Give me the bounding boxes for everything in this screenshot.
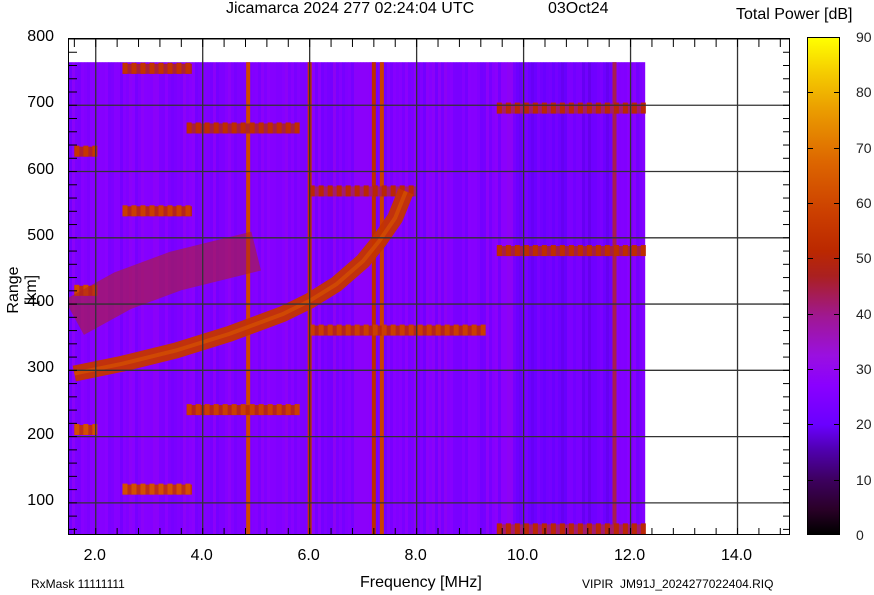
colorbar-tick-label: 90 xyxy=(856,29,872,45)
y-tick-label: 800 xyxy=(27,28,54,45)
colorbar-tick-label: 50 xyxy=(856,250,872,267)
colorbar xyxy=(807,37,840,535)
colorbar-tick-mark xyxy=(834,147,840,149)
y-tick-label: 600 xyxy=(27,160,54,178)
colorbar-tick-mark xyxy=(807,147,813,149)
y-tick-label: 200 xyxy=(27,425,54,443)
x-tick-label: 10.0 xyxy=(507,547,539,564)
y-tick-label: 400 xyxy=(27,293,54,311)
y-axis-label: Range [km] xyxy=(5,266,40,314)
y-tick-label: 300 xyxy=(27,359,54,377)
y-tick-label: 100 xyxy=(27,491,54,509)
colorbar-tick-mark xyxy=(834,92,840,94)
colorbar-tick-mark xyxy=(834,203,840,204)
colorbar-title: Total Power [dB] xyxy=(736,6,853,23)
colorbar-tick-label: 10 xyxy=(856,471,872,488)
colorbar-tick-label: 60 xyxy=(856,195,872,211)
x-tick-label: 8.0 xyxy=(404,547,427,564)
colorbar-tick-label: 40 xyxy=(856,305,872,322)
y-tick-label: 700 xyxy=(27,94,54,112)
colorbar-tick-label: 80 xyxy=(856,84,872,101)
chart-date: 03Oct24 xyxy=(548,0,609,17)
x-tick-label: 12.0 xyxy=(613,547,646,564)
colorbar-tick-label: 20 xyxy=(856,416,872,433)
colorbar-tick-label: 0 xyxy=(856,527,864,543)
colorbar-tick-mark xyxy=(807,313,813,315)
colorbar-tick-label: 70 xyxy=(856,139,872,156)
colorbar-tick-mark xyxy=(834,369,840,370)
colorbar-tick-mark xyxy=(807,92,813,94)
ionogram-heatmap xyxy=(69,39,789,534)
colorbar-tick-mark xyxy=(807,369,813,370)
x-tick-label: 6.0 xyxy=(297,547,320,564)
file-name-label: VIPIR JM91J_2024277022404.RIQ xyxy=(582,577,774,591)
rx-mask-label: RxMask 11111111 xyxy=(31,577,125,591)
colorbar-tick-mark xyxy=(807,424,813,426)
colorbar-tick-label: 30 xyxy=(856,361,872,377)
x-tick-label: 14.0 xyxy=(720,547,753,564)
x-tick-label: 2.0 xyxy=(83,547,106,564)
colorbar-tick-mark xyxy=(807,479,813,481)
colorbar-tick-mark xyxy=(807,258,813,260)
chart-title: Jicamarca 2024 277 02:24:04 UTC xyxy=(226,0,475,17)
ionogram-plot xyxy=(68,38,790,535)
colorbar-tick-mark xyxy=(807,203,813,204)
colorbar-tick-mark xyxy=(834,313,840,315)
x-tick-label: 4.0 xyxy=(190,547,213,564)
colorbar-tick-mark xyxy=(834,258,840,260)
y-tick-label: 500 xyxy=(27,226,54,244)
x-axis-label: Frequency [MHz] xyxy=(360,574,482,591)
colorbar-tick-mark xyxy=(834,424,840,426)
colorbar-tick-mark xyxy=(834,479,840,481)
